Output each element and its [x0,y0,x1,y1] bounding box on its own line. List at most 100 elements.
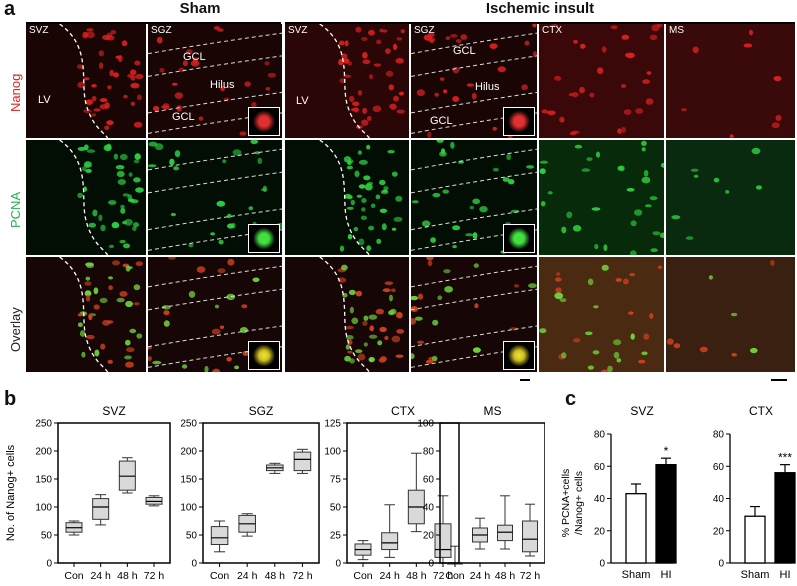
label-gcl-hi-bottom: GCL [430,115,453,127]
box-48h [497,495,513,567]
row-label-pcna: PCNA [8,191,23,228]
y-tick-label: 20 [423,531,435,542]
micrograph-pcna-ms-hi [666,140,795,255]
box-48h [407,452,425,567]
barchart-ctx: CTX 0 20 40 60 80 Sham *** HI [713,404,796,581]
y-tick-label: 200 [180,447,197,458]
plot-frame [439,422,545,564]
micrograph-overlay-ms-hi [666,257,795,372]
column-label-sgz: SGZ [414,25,435,36]
bar-sham [625,483,647,564]
barchart-svz: SVZ 0 20 40 60 80 Sham * HI [594,404,677,581]
y-tick-label: 20 [713,526,725,537]
x-tick-label: Sham [622,569,651,581]
panel-c-ylabel: % PCNA+cells [560,469,572,538]
y-tick-label: 100 [417,419,434,430]
micrograph-inset [503,107,535,136]
x-tick-label: 72 h [433,570,454,582]
micrograph-inset [503,224,535,253]
x-tick-label: 72 h [144,570,165,582]
y-tick-label: 40 [594,494,606,505]
y-tick-label: 75 [330,475,342,486]
y-tick-label: 0 [718,559,724,570]
y-tick-label: 60 [713,462,725,473]
x-tick-label: Con [64,570,83,582]
y-tick-label: 20 [594,526,606,537]
micrograph-inset [248,341,280,370]
x-tick-label: 48 h [406,570,427,582]
panel-c-ylabel-2: /Nanog+ cells [573,471,585,535]
y-tick-label: 80 [594,430,606,441]
label-hilus-hi: Hilus [475,81,500,93]
micrograph-overlay-sgz-hi [411,257,537,372]
plot-frame [346,422,460,564]
y-tick-label: 50 [41,531,53,542]
chart-title: SVZ [630,404,653,418]
micrograph-inset [503,341,535,370]
box-24h [381,504,399,567]
micrograph-nanog-svz-hi: SVZ [285,24,409,138]
bar-hi [655,457,677,564]
y-tick-label: 125 [324,419,341,430]
micrograph-inset [248,224,280,253]
y-tick-label: 40 [423,503,435,514]
column-label-sgz: SGZ [151,25,172,36]
y-tick-label: 25 [330,531,342,542]
column-label-svz: SVZ [29,25,49,36]
chart-title: MS [484,404,502,418]
boxplot-svz: SVZ 0 50 100 150 200 250 Con 24 h 48 h 72 h [35,404,171,582]
micrograph-pcna-sgz-sham [148,140,282,255]
y-tick-label: 0 [428,559,434,570]
micrograph-overlay-ctx-hi [539,257,664,372]
x-tick-label: Con [445,570,464,582]
x-tick-label: 48 h [265,570,286,582]
y-tick-label: 80 [423,447,435,458]
micrograph-overlay-sgz-sham [148,257,282,372]
box-24h [238,513,256,567]
x-tick-label: Sham [741,569,770,581]
x-tick-label: 24 h [379,570,400,582]
chart-title: SGZ [249,404,274,418]
label-lv-hi: LV [296,95,309,107]
box-72h [434,495,452,567]
x-tick-label: Con [210,570,229,582]
box-24h [92,494,110,567]
box-48h [118,457,136,567]
x-tick-label: 48 h [495,570,516,582]
panel-a-letter: a [4,0,16,20]
y-tick-label: 0 [46,559,52,570]
y-tick-label: 80 [713,430,725,441]
x-tick-label: 24 h [90,570,111,582]
boxplot-sgz: SGZ 0 50 100 150 200 250 Con 24 h 48 h 72 h [180,404,320,582]
y-tick-label: 60 [423,475,435,486]
scale-bar-sgz [520,379,530,381]
y-tick-label: 250 [180,419,197,430]
micrograph-pcna-svz-hi [285,140,409,255]
scale-bar-ms [771,379,787,381]
x-tick-label: Con [353,570,372,582]
x-tick-label: 48 h [117,570,138,582]
x-tick-label: HI [780,569,791,581]
chart-title: CTX [391,404,415,418]
micrograph-nanog-sgz-sham: SGZ [148,24,282,138]
y-tick-label: 50 [330,503,342,514]
box-con [210,520,229,567]
x-tick-label: 72 h [292,570,313,582]
panel-b-letter: b [4,388,17,410]
plot-frame [57,422,171,564]
boxplot-ctx: CTX 0 25 50 75 100 125 Con 24 h 48 h 72 h [324,404,460,582]
bar-sham [744,505,766,564]
column-label-svz: SVZ [288,25,308,36]
micrograph-pcna-ctx-hi [539,140,664,255]
panel-b-ylabel: No. of Nanog+ cells [5,444,17,541]
column-label-ms: MS [669,25,684,36]
label-gcl-sham-bottom: GCL [172,111,195,123]
y-tick-label: 100 [35,503,52,514]
micrograph-nanog-ms-hi: MS [666,24,795,138]
y-tick-label: 100 [180,503,197,514]
group-line-sham [26,22,281,24]
micrograph-inset [248,107,280,136]
y-tick-label: 0 [599,559,605,570]
y-tick-label: 150 [180,475,197,486]
chart-title: CTX [749,404,773,418]
